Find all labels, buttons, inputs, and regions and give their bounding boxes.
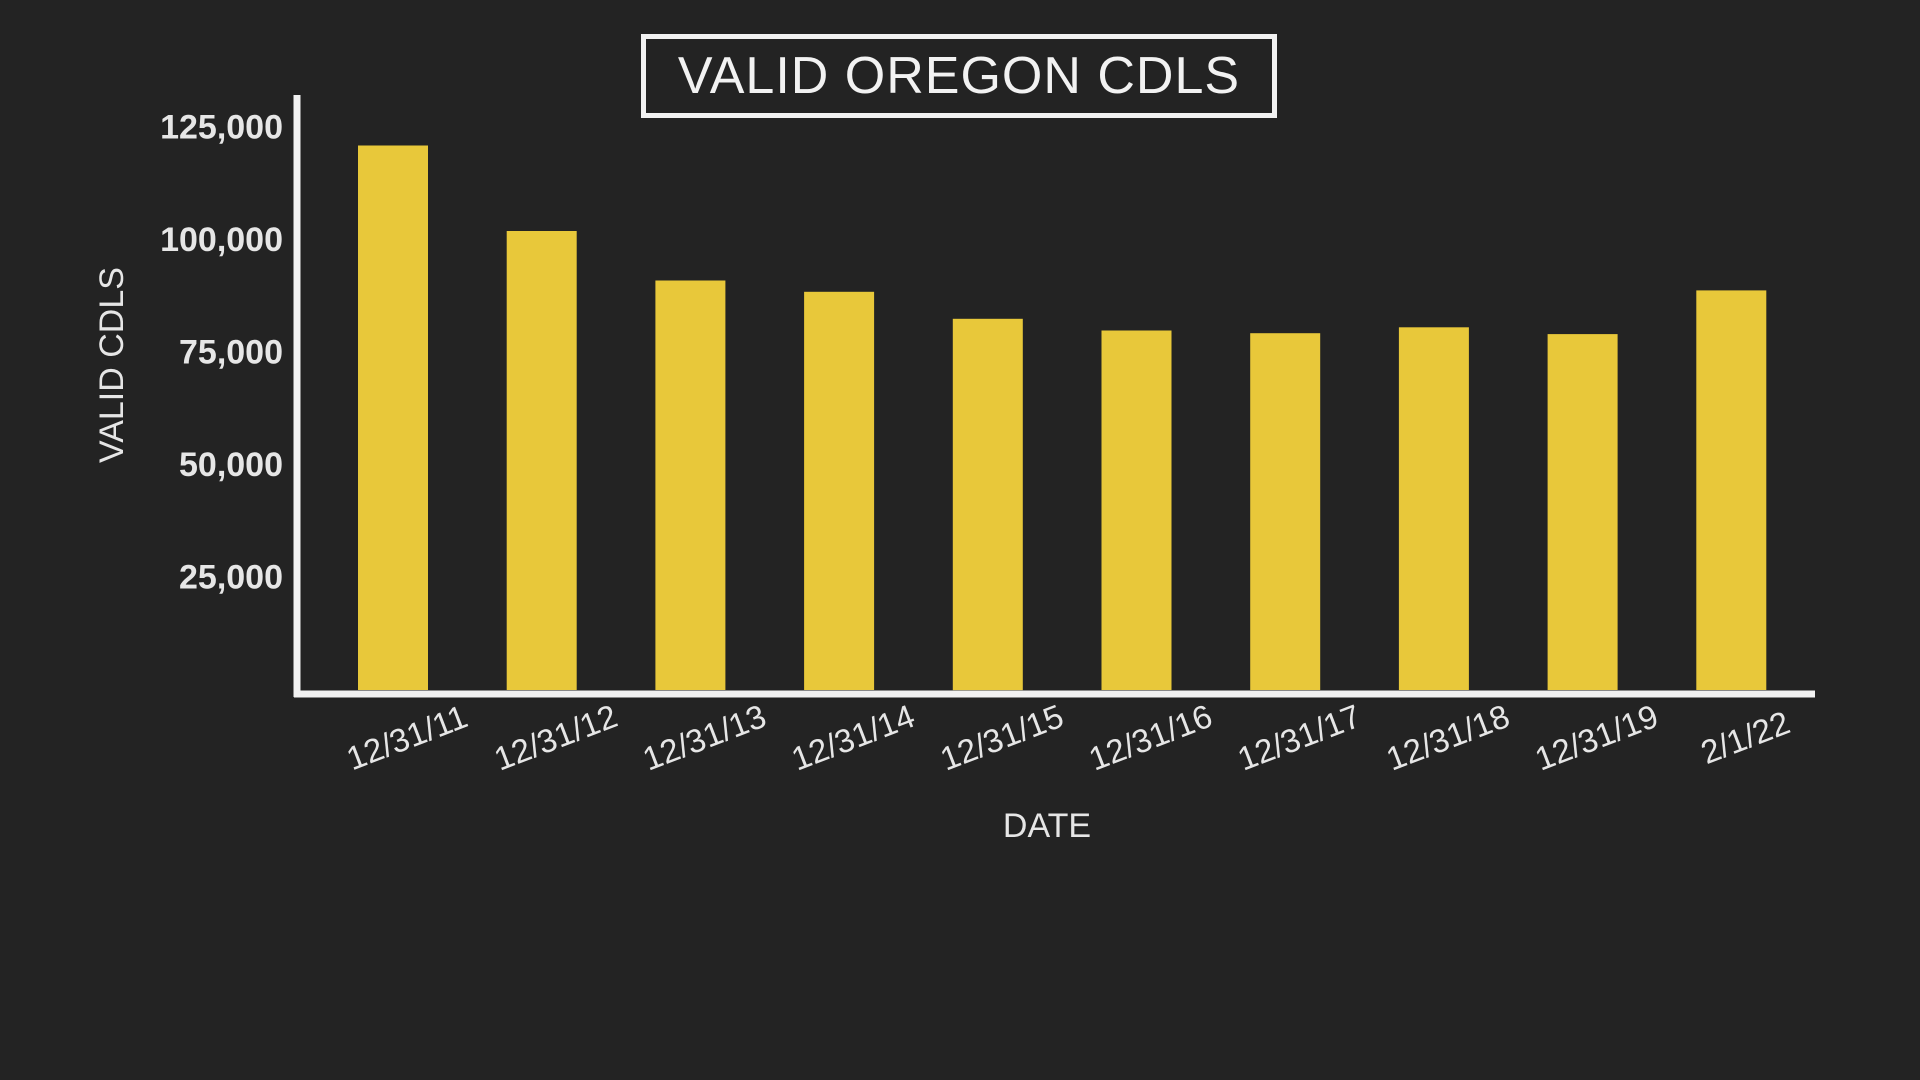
y-tick-labels: 25,000 50,000 75,000 100,000 125,000 bbox=[160, 109, 283, 597]
x-axis-label: DATE bbox=[1003, 807, 1091, 845]
x-tick-label: 12/31/13 bbox=[638, 697, 771, 778]
y-tick-label: 75,000 bbox=[179, 334, 283, 372]
bars-group bbox=[358, 145, 1767, 691]
bar-12-31-13 bbox=[655, 280, 726, 690]
x-tick-labels: 12/31/11 12/31/12 12/31/13 12/31/14 12/31/15… bbox=[341, 697, 1794, 778]
x-tick-label: 12/31/14 bbox=[786, 697, 919, 778]
y-tick-label: 100,000 bbox=[160, 221, 283, 259]
y-tick-label: 50,000 bbox=[179, 446, 283, 484]
x-tick-label: 12/31/11 bbox=[341, 697, 472, 777]
chart-title-box: VALID OREGON CDLS bbox=[641, 34, 1277, 118]
y-tick-label: 125,000 bbox=[160, 109, 283, 147]
x-tick-label: 12/31/18 bbox=[1381, 697, 1514, 778]
y-tick-label: 25,000 bbox=[179, 559, 283, 597]
x-tick-label: 2/1/22 bbox=[1696, 704, 1795, 771]
x-tick-label: 12/31/15 bbox=[935, 697, 1068, 778]
bar-12-31-18 bbox=[1398, 327, 1469, 690]
bar-12-31-17 bbox=[1250, 333, 1321, 690]
bar-12-31-19 bbox=[1547, 334, 1618, 690]
x-tick-label: 12/31/17 bbox=[1232, 697, 1365, 778]
bar-12-31-14 bbox=[804, 291, 875, 690]
x-tick-label: 12/31/19 bbox=[1530, 697, 1663, 778]
x-tick-label: 12/31/16 bbox=[1084, 697, 1217, 778]
bar-12-31-12 bbox=[506, 231, 577, 690]
bar-12-31-16 bbox=[1101, 330, 1172, 690]
chart-title: VALID OREGON CDLS bbox=[677, 47, 1241, 105]
y-axis-label: VALID CDLS bbox=[93, 267, 131, 463]
bar-12-31-15 bbox=[952, 318, 1023, 691]
axes-group bbox=[293, 95, 1815, 698]
x-tick-label: 12/31/12 bbox=[489, 697, 622, 778]
bar-12-31-11 bbox=[358, 145, 428, 690]
bar-2-1-22 bbox=[1696, 290, 1767, 690]
